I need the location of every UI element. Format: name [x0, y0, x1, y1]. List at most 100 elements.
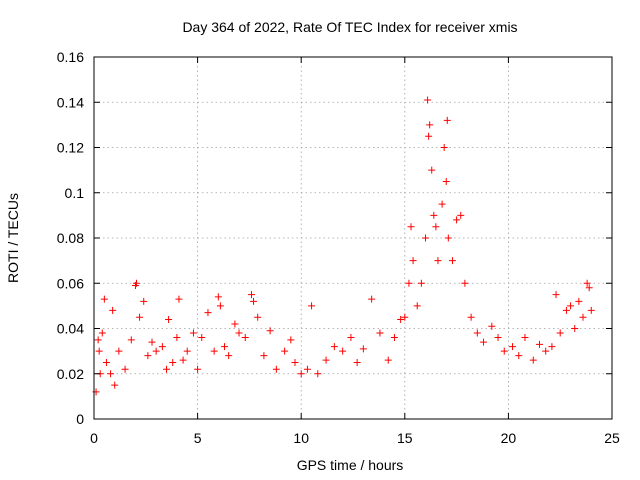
data-point	[291, 358, 299, 366]
data-point	[254, 313, 262, 321]
data-point	[179, 356, 187, 364]
data-point	[121, 365, 129, 373]
y-tick-label: 0.04	[57, 321, 84, 337]
data-point	[339, 347, 347, 355]
data-point	[183, 347, 191, 355]
data-point	[488, 322, 496, 330]
data-point	[556, 329, 564, 337]
y-tick-label: 0.14	[57, 94, 84, 110]
data-point	[189, 329, 197, 337]
data-point	[353, 358, 361, 366]
data-point	[102, 358, 110, 366]
data-point	[457, 211, 465, 219]
data-point	[250, 297, 258, 305]
data-point	[453, 216, 461, 224]
axis-ticks	[93, 56, 613, 420]
grid-lines	[94, 57, 612, 419]
data-point	[198, 334, 206, 342]
x-tick-label: 20	[501, 430, 517, 446]
data-point	[397, 315, 405, 323]
y-tick-label: 0	[76, 411, 84, 427]
data-point	[425, 132, 433, 140]
data-point	[384, 356, 392, 364]
data-point	[204, 309, 212, 317]
data-point	[552, 291, 560, 299]
chart-title: Day 364 of 2022, Rate Of TEC Index for r…	[182, 19, 517, 35]
data-point	[158, 343, 166, 351]
y-tick-label: 0.16	[57, 49, 84, 65]
data-point	[347, 334, 355, 342]
data-point	[140, 297, 148, 305]
x-tick-label: 15	[397, 430, 413, 446]
data-point	[442, 177, 450, 185]
data-point	[107, 370, 115, 378]
y-tick-label: 0.02	[57, 366, 84, 382]
data-point	[287, 336, 295, 344]
data-point	[322, 356, 330, 364]
x-tick-label: 10	[293, 430, 309, 446]
data-point	[587, 306, 595, 314]
y-axis-label: ROTI / TECUs	[5, 193, 21, 283]
x-tick-label: 5	[194, 430, 202, 446]
data-point	[376, 329, 384, 337]
y-tick-labels: 0 0.02 0.04 0.06 0.08 0.1 0.12 0.14 0.16	[57, 49, 84, 427]
data-point	[440, 144, 448, 151]
data-point	[571, 325, 579, 332]
data-point	[585, 284, 593, 292]
data-point	[409, 257, 417, 265]
data-point	[175, 295, 183, 303]
data-point	[260, 352, 268, 360]
data-point	[359, 345, 367, 353]
data-point	[169, 358, 177, 366]
data-point	[214, 293, 222, 301]
y-tick-label: 0.08	[57, 230, 84, 246]
data-point	[144, 352, 152, 360]
data-point	[579, 313, 587, 321]
x-tick-labels: 0 5 10 15 20 25	[90, 430, 620, 446]
data-point	[448, 257, 456, 265]
data-point	[165, 315, 173, 323]
data-point	[407, 223, 415, 231]
data-point	[303, 365, 311, 373]
data-point	[163, 365, 171, 373]
data-point	[100, 295, 108, 303]
data-point	[428, 166, 436, 174]
y-tick-label: 0.1	[65, 185, 85, 201]
data-point	[444, 234, 452, 242]
data-point	[480, 338, 488, 346]
data-point	[210, 347, 218, 355]
data-point	[509, 343, 517, 351]
data-point	[95, 347, 103, 355]
data-point	[266, 327, 274, 335]
data-point	[461, 279, 469, 287]
data-point	[567, 302, 575, 310]
data-point	[111, 381, 119, 389]
data-point	[98, 329, 106, 337]
data-point	[500, 347, 508, 355]
data-point	[521, 334, 529, 342]
data-point	[241, 334, 249, 342]
data-point	[562, 306, 570, 314]
data-point	[109, 306, 117, 314]
data-point	[424, 96, 432, 104]
data-point	[401, 313, 409, 321]
data-point	[426, 121, 434, 129]
x-tick-label: 0	[90, 430, 98, 446]
data-point	[136, 313, 144, 321]
data-point	[443, 116, 451, 124]
data-point	[148, 338, 156, 346]
data-point	[583, 279, 591, 287]
data-point	[194, 365, 202, 373]
data-point	[247, 291, 255, 299]
x-tick-label: 25	[604, 430, 620, 446]
data-point	[173, 334, 181, 342]
data-point	[494, 334, 502, 342]
data-point	[221, 343, 229, 351]
data-point	[432, 223, 440, 231]
data-point	[330, 343, 338, 351]
data-point	[281, 347, 289, 355]
data-points	[92, 96, 595, 396]
data-point	[152, 347, 160, 355]
data-point	[542, 347, 550, 355]
data-point	[94, 336, 102, 344]
